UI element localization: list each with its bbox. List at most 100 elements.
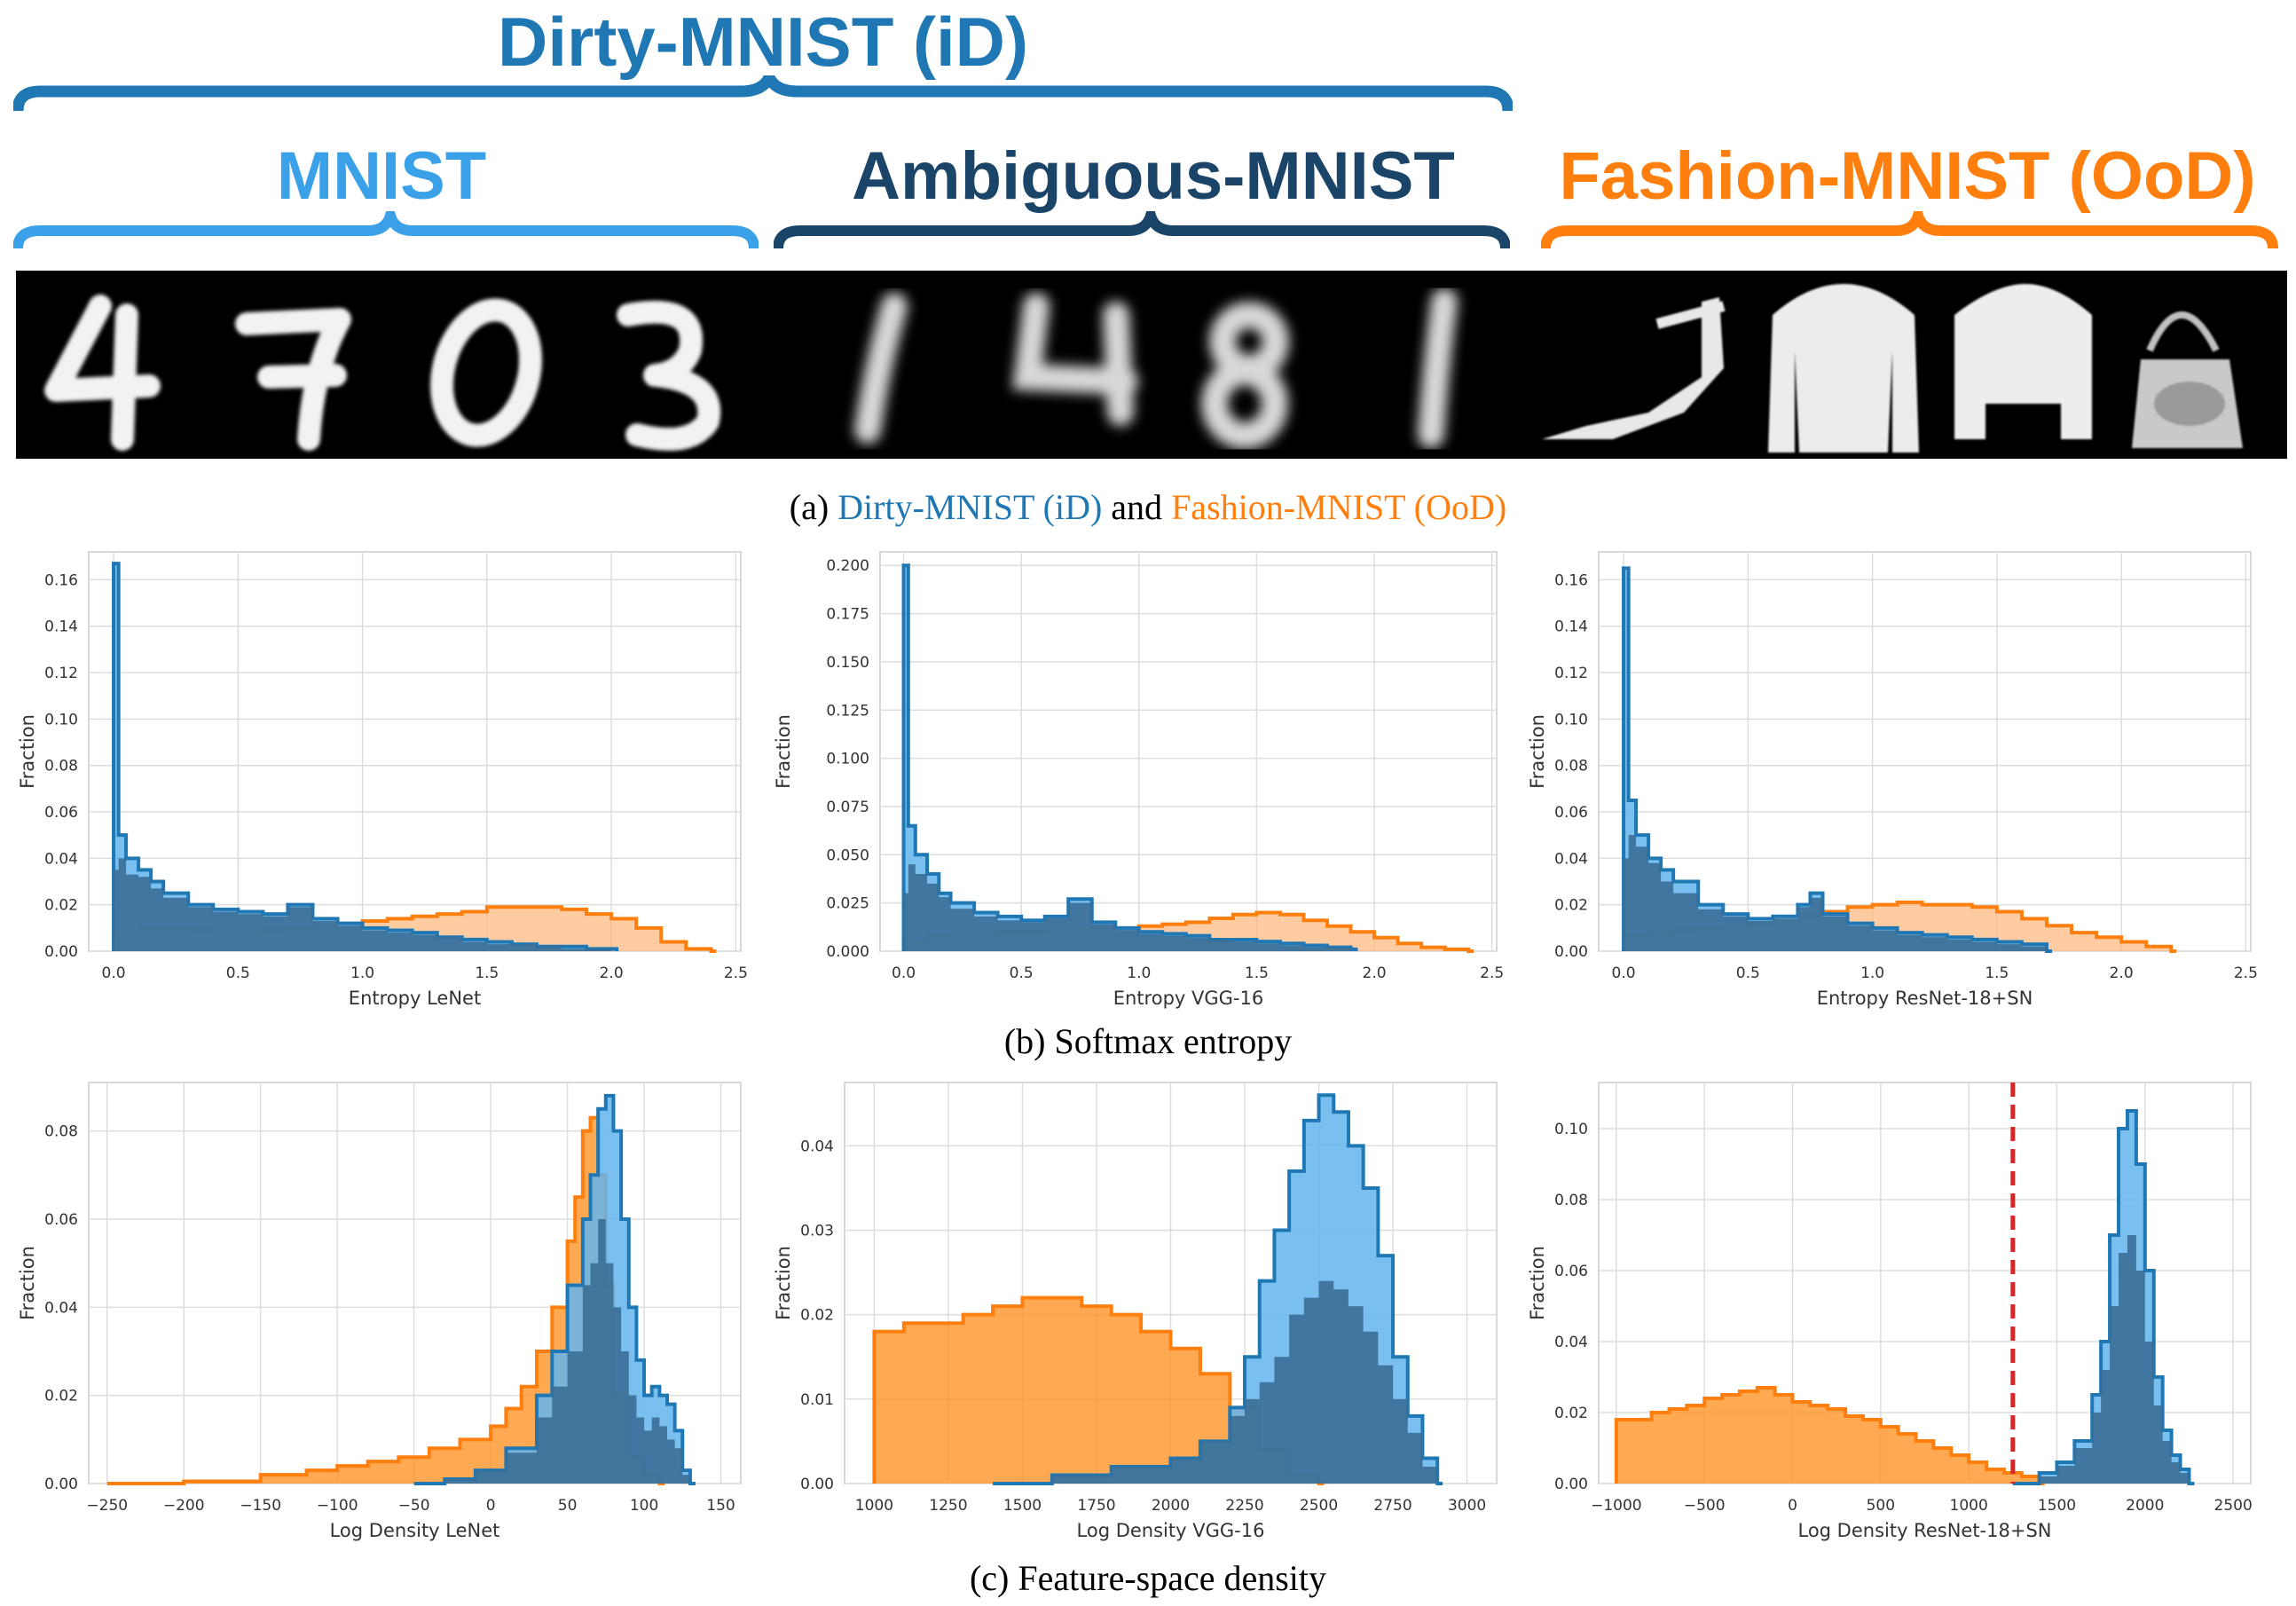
chart-density-lenet: −250 −200 −150 −100 −50 0 50 100 150 0.00 0.02 0.04… xyxy=(17,1082,742,1541)
y-tick-label: 0.14 xyxy=(44,618,78,636)
y-tick-label: 0.000 xyxy=(826,943,869,961)
x-tick-label: −50 xyxy=(398,1497,430,1515)
y-tick-label: 0.00 xyxy=(1554,943,1588,961)
y-tick-label: 0.02 xyxy=(44,897,78,915)
sample-image-strip xyxy=(16,271,2287,459)
ambiguous-mnist-brace xyxy=(774,211,1510,249)
y-tick-label: 0.06 xyxy=(1554,1263,1588,1280)
y-axis-label: Fraction xyxy=(17,714,38,789)
y-tick-label: 0.200 xyxy=(826,557,869,575)
y-tick-label: 0.050 xyxy=(826,846,869,864)
x-axis-label: Log Density VGG-16 xyxy=(1077,1520,1265,1541)
y-tick-label: 0.08 xyxy=(44,758,78,775)
x-tick-label: −1000 xyxy=(1591,1497,1642,1515)
x-tick-label: 2.0 xyxy=(1363,964,1387,982)
caption-a-and: and xyxy=(1111,487,1163,527)
y-tick-label: 0.10 xyxy=(44,711,78,728)
x-tick-label: 100 xyxy=(630,1497,658,1515)
caption-b: (b) Softmax entropy xyxy=(1003,1021,1293,1061)
caption-a-id: Dirty-MNIST (iD) xyxy=(837,487,1103,527)
histogram-fill-ambiguous xyxy=(114,858,617,951)
y-tick-label: 0.02 xyxy=(1554,1405,1588,1422)
x-axis-label: Entropy ResNet-18+SN xyxy=(1817,988,2033,1009)
x-axis-label: Log Density ResNet-18+SN xyxy=(1797,1520,2051,1541)
chart-entropy-vgg16: 0.0 0.5 1.0 1.5 2.0 2.5 0.000 0.025 0.050 0.075 0.… xyxy=(773,551,1504,1009)
y-tick-label: 0.125 xyxy=(826,702,869,720)
y-tick-label: 0.150 xyxy=(826,654,869,672)
y-tick-label: 0.08 xyxy=(44,1123,78,1141)
x-tick-label: 1.0 xyxy=(1860,964,1884,982)
y-tick-label: 0.04 xyxy=(1554,850,1588,868)
y-tick-label: 0.00 xyxy=(800,1476,834,1493)
x-tick-label: 0.0 xyxy=(102,964,126,982)
x-tick-label: 1.0 xyxy=(350,964,374,982)
caption-a-prefix: (a) xyxy=(789,487,830,527)
fashion-pullover-2 xyxy=(1954,284,2092,439)
x-tick-label: 1500 xyxy=(1003,1497,1042,1515)
dirty-mnist-title: Dirty-MNIST (iD) xyxy=(498,3,1028,81)
y-axis-label: Fraction xyxy=(1527,1246,1548,1320)
y-tick-label: 0.01 xyxy=(800,1391,834,1409)
x-tick-label: 0 xyxy=(486,1497,496,1515)
fashion-mnist-brace xyxy=(1541,211,2278,249)
y-axis-label: Fraction xyxy=(773,1246,794,1320)
x-axis-label: Entropy VGG-16 xyxy=(1113,988,1263,1009)
dirty-mnist-brace xyxy=(13,75,1513,112)
y-tick-label: 0.04 xyxy=(1554,1334,1588,1351)
y-tick-label: 0.12 xyxy=(1554,665,1588,682)
y-axis-label: Fraction xyxy=(773,714,794,789)
x-tick-label: 0.5 xyxy=(1010,964,1034,982)
chart-density-resnet: −1000 −500 0 500 1000 1500 2000 2500 0.00 0.02 0.0… xyxy=(1527,1082,2253,1541)
y-tick-label: 0.025 xyxy=(826,895,869,913)
chart-entropy-lenet: 0.0 0.5 1.0 1.5 2.0 2.5 0.00 0.02 0.04 0.06 0.08 0.… xyxy=(17,551,748,1009)
x-tick-label: 1.5 xyxy=(475,964,499,982)
ambiguous-digit-1 xyxy=(854,293,908,444)
ambiguous-mnist-title: Ambiguous-MNIST xyxy=(852,138,1455,214)
plot-area xyxy=(879,551,1498,952)
x-tick-label: 1.5 xyxy=(1245,964,1269,982)
x-tick-label: 2000 xyxy=(1152,1497,1190,1515)
y-tick-label: 0.100 xyxy=(826,751,869,768)
histogram-fill-ood xyxy=(874,1297,1325,1484)
y-axis-label: Fraction xyxy=(1527,714,1548,789)
plot-area xyxy=(88,551,742,952)
y-tick-label: 0.03 xyxy=(800,1223,834,1240)
histogram-fill-ambiguous xyxy=(1624,835,2052,951)
caption-a-ood: Fashion-MNIST (OoD) xyxy=(1171,487,1507,527)
plot-area xyxy=(1598,551,2252,952)
chart-density-vgg16: 1000 1250 1500 1750 2000 2250 2500 2750 3000 0.00… xyxy=(773,1082,1498,1541)
x-tick-label: 1500 xyxy=(2038,1497,2076,1515)
x-tick-label: 1250 xyxy=(929,1497,967,1515)
x-tick-label: 2750 xyxy=(1373,1497,1411,1515)
x-tick-label: −500 xyxy=(1684,1497,1726,1515)
x-tick-label: 50 xyxy=(558,1497,578,1515)
histogram-fill-ood xyxy=(106,1117,665,1484)
y-tick-label: 0.06 xyxy=(44,1211,78,1229)
x-tick-label: 2000 xyxy=(2126,1497,2164,1515)
mnist-digit-4 xyxy=(44,295,161,451)
y-tick-label: 0.08 xyxy=(1554,1192,1588,1209)
histogram-line-id xyxy=(1622,566,2052,953)
histogram-fill-ood xyxy=(1616,1388,2045,1484)
histogram-line-ood xyxy=(1614,1386,2045,1485)
histogram-fill-ambiguous xyxy=(413,1218,696,1484)
x-tick-label: 500 xyxy=(1867,1497,1895,1515)
x-tick-label: 0.0 xyxy=(1612,964,1636,982)
y-tick-label: 0.02 xyxy=(44,1388,78,1405)
y-tick-label: 0.04 xyxy=(800,1138,834,1155)
x-tick-label: 2250 xyxy=(1225,1497,1263,1515)
x-tick-label: 1750 xyxy=(1077,1497,1115,1515)
y-tick-label: 0.00 xyxy=(44,1476,78,1493)
x-tick-label: 0.5 xyxy=(226,964,250,982)
fashion-sandal xyxy=(1542,297,1726,439)
mnist-digit-3 xyxy=(617,300,721,451)
y-tick-label: 0.02 xyxy=(1554,897,1588,915)
x-tick-label: 2.5 xyxy=(2234,964,2258,982)
x-tick-label: 2500 xyxy=(2214,1497,2253,1515)
y-tick-label: 0.00 xyxy=(44,943,78,961)
fashion-bag xyxy=(2132,311,2243,448)
histogram-fill-ambiguous xyxy=(2012,1235,2195,1484)
y-axis-label: Fraction xyxy=(17,1246,38,1320)
x-tick-label: 0 xyxy=(1788,1497,1797,1515)
x-tick-label: 0.0 xyxy=(892,964,916,982)
